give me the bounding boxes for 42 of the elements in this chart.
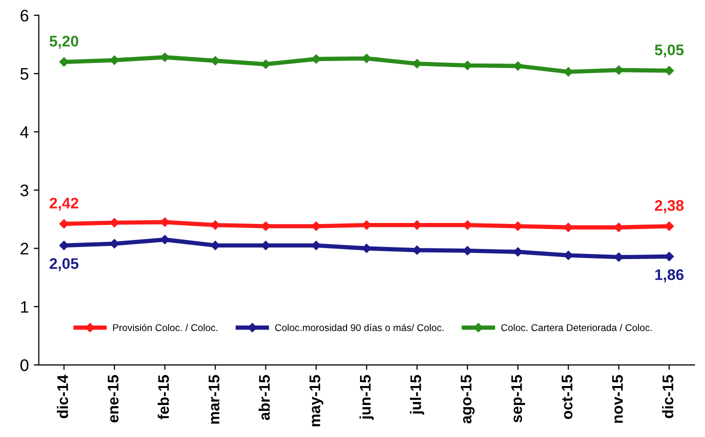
- x-tick-label: jun-15: [359, 375, 374, 420]
- data-label: 1,86: [655, 269, 684, 282]
- point: [210, 240, 220, 250]
- y-tick-label: 0: [20, 359, 28, 372]
- data-label: 5,20: [50, 36, 78, 49]
- y-tick-label: 1: [21, 301, 28, 313]
- y-tick-label: 2: [20, 242, 28, 254]
- point: [210, 220, 220, 230]
- legend-label: Coloc. Cartera Deteriorada / Coloc.: [501, 324, 652, 332]
- y-tick-label: 4: [20, 126, 29, 138]
- x-tick-label: abr-15: [258, 375, 270, 420]
- x-tick-label: ago-15: [460, 375, 475, 424]
- x-tick-label: ene-15: [108, 375, 119, 422]
- x-tick-label: dic-14: [56, 374, 68, 418]
- x-tick-label: feb-15: [158, 375, 169, 420]
- data-label: 2,38: [654, 200, 684, 214]
- point: [664, 252, 674, 262]
- x-tick-label: nov-15: [612, 375, 623, 423]
- x-tick-label: oct-15: [562, 375, 572, 420]
- x-tick-label: mar-15: [208, 375, 220, 424]
- point: [564, 222, 573, 232]
- x-tick-label: sep-15: [511, 375, 526, 422]
- legend-label: Coloc.morosidad 90 días o más/ Coloc.: [275, 324, 444, 332]
- x-tick-label: may-15: [310, 375, 324, 426]
- x-tick-label: jul-15: [410, 375, 424, 415]
- point: [614, 65, 624, 75]
- point: [614, 252, 624, 262]
- point: [59, 240, 69, 250]
- point: [59, 219, 69, 229]
- point: [312, 240, 321, 250]
- x-tick-label: dic-15: [662, 375, 674, 418]
- data-label: 5,05: [654, 44, 684, 58]
- point: [412, 59, 422, 68]
- point: [614, 222, 624, 232]
- point: [59, 57, 69, 67]
- y-tick-label: 6: [20, 10, 28, 22]
- data-label: 2,42: [50, 198, 78, 211]
- y-tick-label: 3: [20, 184, 28, 196]
- legend-label: Provisión Coloc. / Coloc.: [113, 324, 218, 332]
- y-tick-label: 5: [20, 68, 28, 80]
- point: [261, 240, 270, 250]
- data-label: 2,05: [50, 258, 78, 272]
